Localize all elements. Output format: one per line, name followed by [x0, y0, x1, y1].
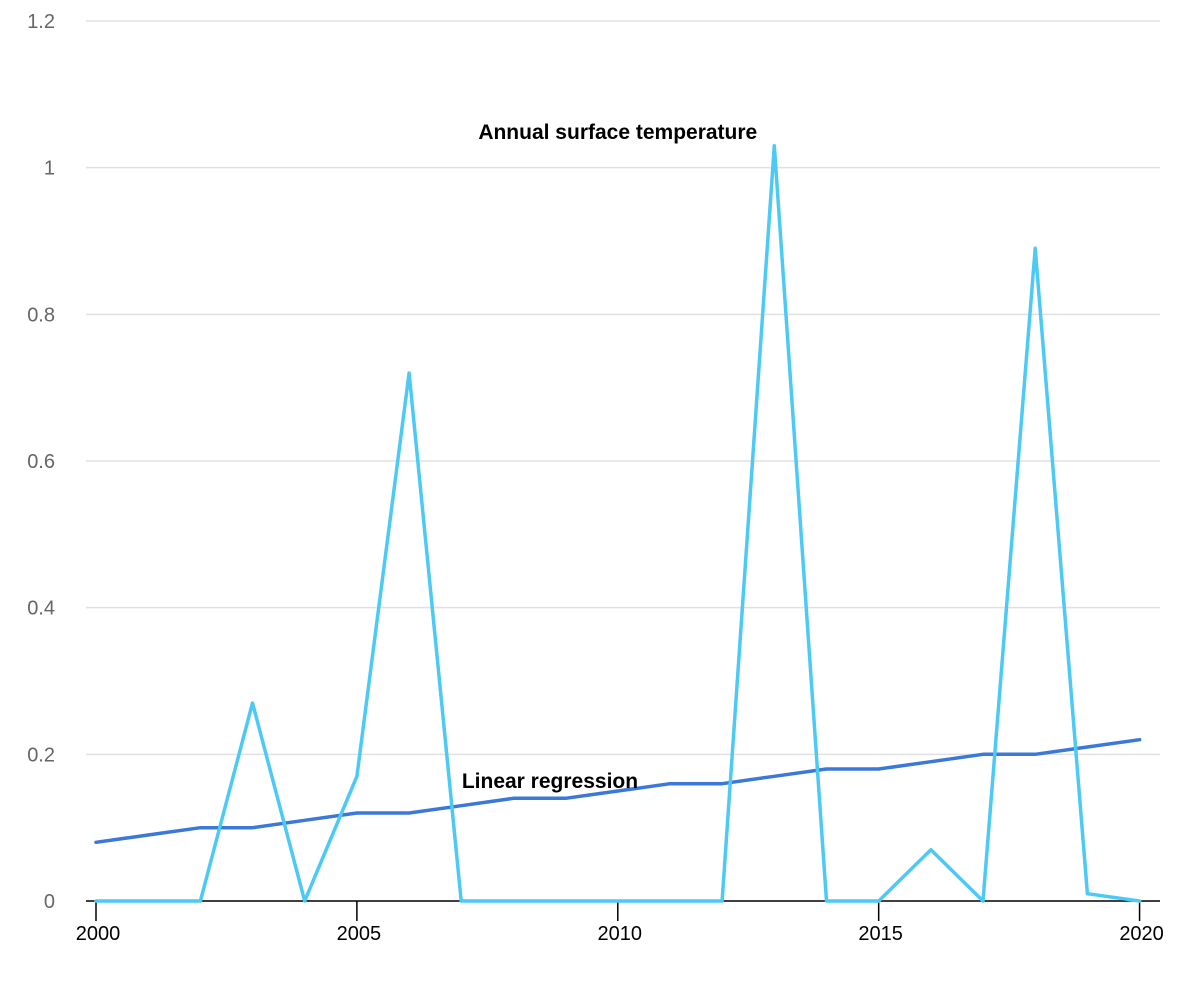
series-lines: [94, 143, 1142, 903]
y-tick-label: 0.2: [27, 744, 55, 766]
x-tick-label: 2015: [858, 923, 903, 945]
y-tick-label: 0: [44, 891, 55, 913]
x-tick-label: 2005: [337, 923, 382, 945]
y-tick-label: 1.2: [27, 11, 55, 33]
y-tick-label: 0.8: [27, 304, 55, 326]
x-tick-label: 2000: [76, 923, 121, 945]
y-axis-ticks: 0 0.2 0.4 0.6 0.8 1 1.2: [27, 11, 55, 913]
series-line-annual-surface-temperature: [94, 143, 1142, 903]
x-tick-label: 2020: [1119, 923, 1164, 945]
series-label-annual-surface-temperature: Annual surface temperature: [478, 121, 757, 144]
series-labels: Annual surface temperature Linear regress…: [462, 121, 757, 793]
y-tick-label: 0.6: [27, 451, 55, 473]
y-tick-label: 1: [44, 158, 55, 180]
series-line-linear-regression: [94, 737, 1142, 845]
x-axis-ticks: 2000 2005 2010 2015 2020: [76, 901, 1164, 945]
x-tick-label: 2010: [598, 923, 643, 945]
y-tick-label: 0.4: [27, 598, 55, 620]
series-label-linear-regression: Linear regression: [462, 770, 638, 793]
